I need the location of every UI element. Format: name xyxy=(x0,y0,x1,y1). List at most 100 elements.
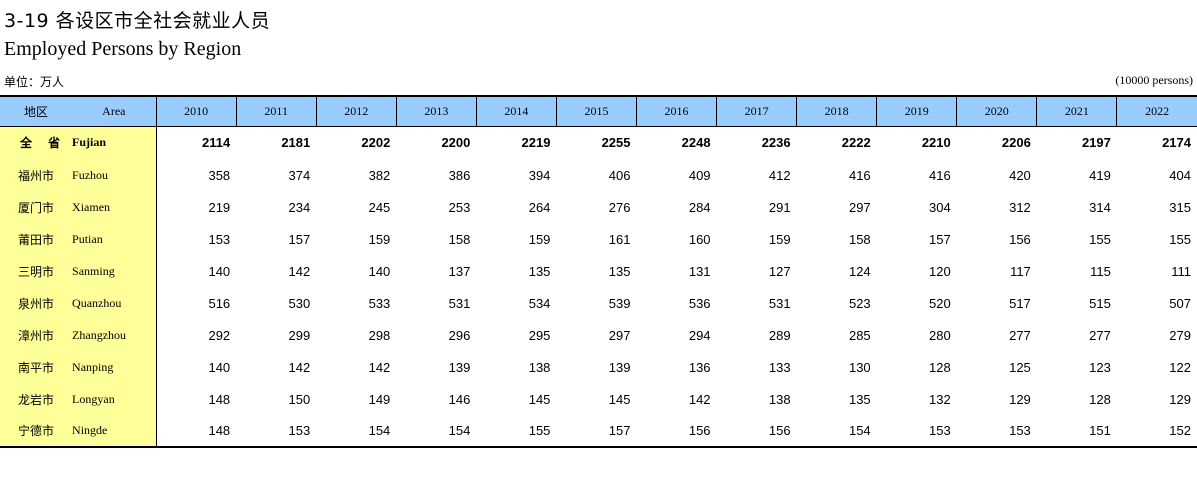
table-row: 三明市 Sanming 140 142 140 137 135 135 131 127 124 120… xyxy=(0,255,1197,287)
value-cell: 129 xyxy=(1169,391,1191,407)
table-title-english: Employed Persons by Region xyxy=(4,38,242,60)
value-cell: 148 xyxy=(208,391,231,407)
value-cell: 156 xyxy=(716,415,797,448)
value-cell: 279 xyxy=(1169,327,1191,343)
value-cell: 150 xyxy=(288,391,311,407)
value-cell: 297 xyxy=(848,199,871,215)
unit-label-english: (10000 persons) xyxy=(1115,73,1193,87)
value-cell: 142 xyxy=(288,359,311,375)
value-cell: 145 xyxy=(608,391,631,407)
value-cell: 111 xyxy=(1171,263,1191,279)
value-cell: 277 xyxy=(1009,327,1031,343)
unit-label-chinese: 单位：万人 xyxy=(4,75,65,89)
value-cell: 277 xyxy=(1089,327,1111,343)
value-cell: 153 xyxy=(956,415,1037,448)
value-cell: 155 xyxy=(1169,231,1191,247)
table-row: 厦门市 Xiamen 219 234 245 253 264 276 284 291 297 304 3… xyxy=(0,191,1197,223)
table-title-chinese: 3-19 各设区市全社会就业人员 xyxy=(4,10,271,32)
value-cell: 138 xyxy=(528,359,551,375)
region-name-chinese: 漳州市 xyxy=(0,319,73,351)
value-cell: 2200 xyxy=(441,135,471,151)
value-cell: 2202 xyxy=(361,135,391,151)
value-cell: 531 xyxy=(768,295,791,311)
value-cell: 117 xyxy=(1010,263,1031,279)
value-cell: 312 xyxy=(1009,199,1031,215)
value-cell: 130 xyxy=(848,359,871,375)
value-cell: 136 xyxy=(688,359,711,375)
region-name-english: Sanming xyxy=(72,255,157,287)
value-cell: 159 xyxy=(528,231,551,247)
value-cell: 2114 xyxy=(201,135,231,151)
value-cell: 285 xyxy=(848,327,871,343)
value-cell: 2210 xyxy=(921,135,951,151)
region-name-english: Nanping xyxy=(72,351,157,383)
region-name-chinese: 宁德市 xyxy=(0,415,73,448)
value-cell: 128 xyxy=(929,359,951,375)
value-cell: 523 xyxy=(848,295,871,311)
value-cell: 297 xyxy=(608,327,631,343)
value-cell: 507 xyxy=(1169,295,1191,311)
value-cell: 296 xyxy=(448,327,471,343)
value-cell: 140 xyxy=(208,359,231,375)
region-name-english: Quanzhou xyxy=(72,287,157,319)
value-cell: 416 xyxy=(848,167,871,183)
value-cell: 409 xyxy=(688,167,711,183)
value-cell: 2222 xyxy=(841,135,871,151)
value-cell: 276 xyxy=(608,199,631,215)
value-cell: 132 xyxy=(929,391,951,407)
header-year: 2017 xyxy=(716,95,797,127)
value-cell: 516 xyxy=(208,295,231,311)
value-cell: 122 xyxy=(1169,359,1191,375)
region-name-chinese: 龙岩市 xyxy=(0,383,73,415)
region-name-chinese: 三明市 xyxy=(0,255,73,287)
value-cell: 358 xyxy=(208,167,231,183)
value-cell: 2206 xyxy=(1001,135,1031,151)
value-cell: 145 xyxy=(528,391,551,407)
region-name-english: Ningde xyxy=(72,415,157,448)
region-name-chinese: 福州市 xyxy=(0,159,73,191)
value-cell: 386 xyxy=(448,167,471,183)
header-year: 2018 xyxy=(796,95,877,127)
value-cell: 140 xyxy=(368,263,391,279)
value-cell: 234 xyxy=(288,199,311,215)
region-name-english: Xiamen xyxy=(72,191,157,223)
value-cell: 520 xyxy=(929,295,951,311)
header-year: 2013 xyxy=(395,95,477,127)
value-cell: 155 xyxy=(1089,231,1111,247)
value-cell: 115 xyxy=(1090,263,1111,279)
value-cell: 125 xyxy=(1009,359,1031,375)
value-cell: 156 xyxy=(636,415,717,448)
value-cell: 291 xyxy=(768,199,791,215)
header-year: 2020 xyxy=(956,95,1037,127)
value-cell: 530 xyxy=(288,295,311,311)
value-cell: 515 xyxy=(1089,295,1111,311)
value-cell: 412 xyxy=(768,167,791,183)
value-cell: 245 xyxy=(368,199,391,215)
value-cell: 416 xyxy=(929,167,951,183)
value-cell: 160 xyxy=(688,231,711,247)
region-name-english: Longyan xyxy=(72,383,157,415)
value-cell: 138 xyxy=(768,391,791,407)
table-row: 南平市 Nanping 140 142 142 139 138 139 136 133 130 128… xyxy=(0,351,1197,383)
value-cell: 517 xyxy=(1009,295,1031,311)
header-area: Area xyxy=(72,95,157,127)
header-year: 2022 xyxy=(1116,95,1197,127)
value-cell: 137 xyxy=(448,263,471,279)
region-name-english: Fuzhou xyxy=(72,159,157,191)
value-cell: 158 xyxy=(448,231,471,247)
value-cell: 315 xyxy=(1169,199,1191,215)
value-cell: 304 xyxy=(929,199,951,215)
value-cell: 2197 xyxy=(1081,135,1111,151)
region-name-english: Zhangzhou xyxy=(72,319,157,351)
value-cell: 298 xyxy=(368,327,391,343)
value-cell: 536 xyxy=(688,295,711,311)
value-cell: 299 xyxy=(288,327,311,343)
table-row: 漳州市 Zhangzhou 292 299 298 296 295 297 294 289 285 2… xyxy=(0,319,1197,351)
value-cell: 149 xyxy=(368,391,391,407)
region-name-chinese: 莆田市 xyxy=(0,223,73,255)
value-cell: 419 xyxy=(1089,167,1111,183)
value-cell: 539 xyxy=(608,295,631,311)
region-name-chinese: 全 省 xyxy=(0,126,73,159)
header-year: 2021 xyxy=(1036,95,1117,127)
table-row: 泉州市 Quanzhou 516 530 533 531 534 539 536 531 523 52… xyxy=(0,287,1197,319)
